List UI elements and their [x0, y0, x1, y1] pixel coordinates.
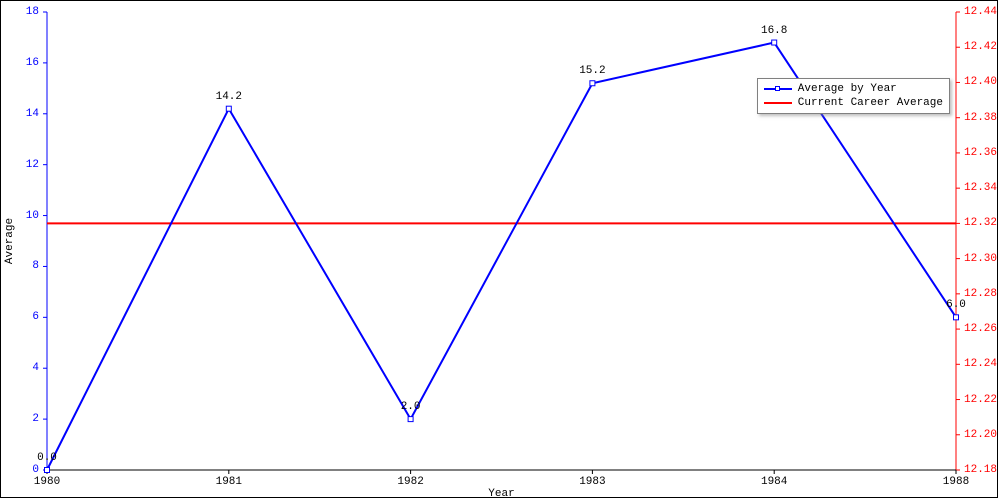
y-left-tick-label: 6	[32, 311, 39, 323]
y-right-tick-label: 12.44	[964, 6, 997, 18]
y-right-tick-label: 12.20	[964, 429, 997, 441]
y-right-tick-label: 12.26	[964, 323, 997, 335]
y-right-tick-label: 12.42	[964, 41, 997, 53]
x-axis-title: Year	[488, 488, 514, 500]
data-point-label: 0.0	[37, 452, 57, 464]
y-left-tick-label: 0	[32, 464, 39, 476]
y-right-tick-label: 12.18	[964, 464, 997, 476]
y-right-tick-label: 12.24	[964, 358, 997, 370]
y-left-tick-label: 12	[26, 159, 39, 171]
y-right-tick-label: 12.34	[964, 182, 997, 194]
legend: Average by Year Current Career Average	[757, 78, 950, 114]
y-right-tick-label: 12.22	[964, 394, 997, 406]
y-left-tick-label: 14	[26, 108, 39, 120]
y-right-tick-label: 12.36	[964, 147, 997, 159]
y-left-tick-label: 8	[32, 260, 39, 272]
data-point-label: 14.2	[216, 91, 242, 103]
y-left-tick-label: 18	[26, 6, 39, 18]
y-axis-title: Average	[4, 218, 16, 264]
x-tick-label: 1982	[397, 476, 423, 488]
y-right-tick-label: 12.38	[964, 112, 997, 124]
plot-svg	[0, 0, 1000, 500]
legend-marker-icon	[775, 86, 780, 91]
legend-item: Average by Year	[764, 82, 943, 96]
y-left-tick-label: 4	[32, 362, 39, 374]
y-right-tick-label: 12.32	[964, 217, 997, 229]
data-point-label: 16.8	[761, 25, 787, 37]
legend-swatch	[764, 102, 792, 104]
legend-label: Average by Year	[798, 83, 897, 95]
y-right-tick-label: 12.28	[964, 288, 997, 300]
legend-label: Current Career Average	[798, 97, 943, 109]
x-tick-label: 1983	[579, 476, 605, 488]
y-right-tick-label: 12.30	[964, 253, 997, 265]
data-point-label: 15.2	[579, 65, 605, 77]
data-point-label: 6.0	[946, 299, 966, 311]
legend-item: Current Career Average	[764, 96, 943, 110]
x-tick-label: 1984	[761, 476, 787, 488]
y-right-tick-label: 12.40	[964, 76, 997, 88]
y-left-tick-label: 10	[26, 210, 39, 222]
x-tick-label: 1980	[34, 476, 60, 488]
legend-swatch	[764, 88, 792, 90]
y-left-tick-label: 16	[26, 57, 39, 69]
x-tick-label: 1988	[943, 476, 969, 488]
x-tick-label: 1981	[216, 476, 242, 488]
dual-axis-line-chart: Average by Year Current Career Average 0 2…	[0, 0, 1000, 500]
y-left-tick-label: 2	[32, 413, 39, 425]
data-point-label: 2.0	[401, 401, 421, 413]
